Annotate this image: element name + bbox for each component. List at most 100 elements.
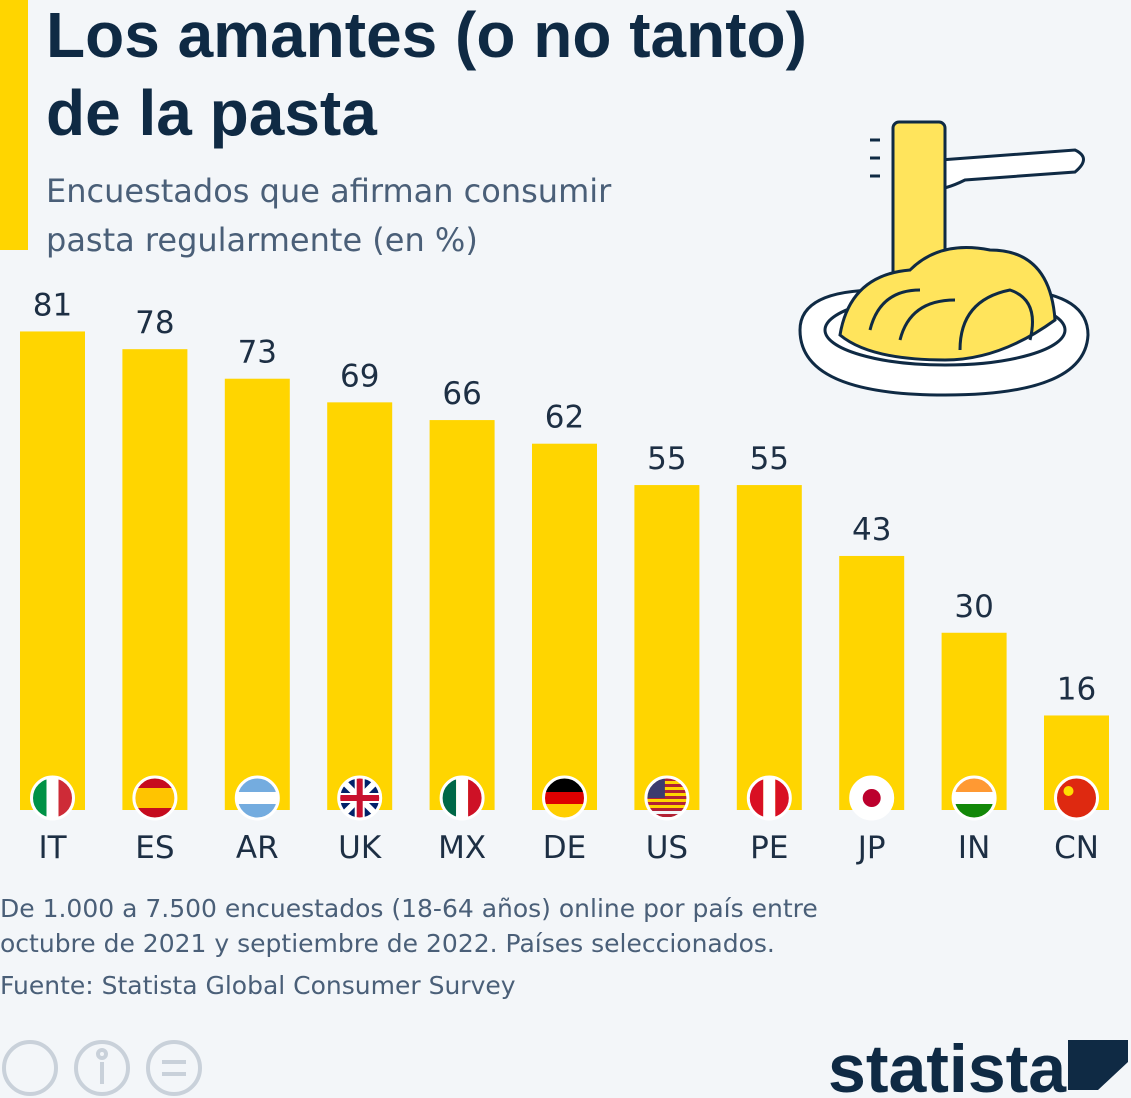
flag bbox=[439, 775, 485, 821]
flag bbox=[746, 775, 792, 821]
flag bbox=[849, 775, 895, 821]
value-label: 55 bbox=[750, 441, 789, 477]
flag-border bbox=[439, 775, 485, 821]
flag-part bbox=[544, 778, 585, 792]
flag-part bbox=[46, 778, 59, 818]
flag bbox=[951, 775, 997, 821]
flag-border bbox=[1054, 775, 1099, 821]
flag-part bbox=[646, 796, 687, 799]
x-tick-label: DE bbox=[543, 830, 586, 866]
source: Fuente: Statista Global Consumer Survey bbox=[0, 971, 516, 1000]
flag-part bbox=[1056, 778, 1097, 818]
flag-part bbox=[237, 778, 278, 792]
value-label: 55 bbox=[647, 441, 686, 477]
value-label: 43 bbox=[852, 512, 891, 548]
flag bbox=[337, 775, 383, 821]
flag-part bbox=[134, 778, 175, 788]
value-label: 69 bbox=[340, 358, 379, 394]
flag-border bbox=[132, 775, 178, 821]
x-tick-label: PE bbox=[750, 830, 788, 866]
license-icons bbox=[2, 1040, 202, 1096]
x-tick-label: IN bbox=[958, 830, 990, 866]
bar bbox=[839, 555, 905, 810]
flag-part bbox=[862, 789, 881, 807]
x-tick-label: AR bbox=[236, 830, 279, 866]
logo: statista bbox=[828, 1031, 1067, 1098]
accent-bar bbox=[0, 0, 28, 250]
pasta-illustration bbox=[798, 120, 1090, 397]
flag-shape bbox=[1056, 778, 1097, 818]
flag-part bbox=[763, 778, 776, 818]
flag-shape bbox=[32, 778, 73, 818]
flag-part bbox=[646, 790, 687, 793]
flag-shape bbox=[544, 778, 585, 818]
value-label: 30 bbox=[954, 589, 993, 625]
flag-part bbox=[442, 778, 457, 818]
flag-part bbox=[646, 778, 687, 781]
flag-part bbox=[237, 792, 278, 804]
value-label: 78 bbox=[135, 305, 174, 341]
title-line: Los amantes (o no tanto) bbox=[46, 0, 807, 71]
flag-part bbox=[58, 778, 73, 818]
flag-border bbox=[234, 775, 280, 821]
x-tick-label: ES bbox=[135, 830, 174, 866]
flag-border bbox=[746, 775, 792, 821]
note-line: De 1.000 a 7.500 encuestados (18-64 años… bbox=[0, 894, 818, 923]
flag-part bbox=[134, 808, 175, 818]
flag-part bbox=[646, 814, 687, 817]
flag-shape bbox=[851, 778, 892, 818]
flag-shape bbox=[954, 778, 995, 818]
plot: 81 IT 78 ES 73 AR 69 UK 66 MX 62 DE 55 US 55 PE 43 JP 30 IN… bbox=[20, 287, 1109, 866]
flag-shape bbox=[339, 778, 380, 818]
value-label: 66 bbox=[442, 376, 481, 412]
flag bbox=[644, 775, 690, 821]
x-tick-label: US bbox=[646, 830, 688, 866]
bar bbox=[736, 485, 802, 810]
flag-part bbox=[775, 778, 790, 818]
flag-border bbox=[337, 775, 383, 821]
logo-mark bbox=[1068, 1040, 1128, 1090]
flag-part bbox=[32, 778, 47, 818]
bar bbox=[224, 378, 290, 810]
subtitle-line: Encuestados que afirman consumir bbox=[46, 172, 612, 210]
value-label: 16 bbox=[1057, 671, 1096, 707]
x-tick-label: JP bbox=[856, 830, 886, 866]
flag-border bbox=[30, 775, 75, 821]
bar bbox=[122, 349, 188, 810]
flag-border bbox=[951, 775, 997, 821]
flag-part bbox=[544, 792, 585, 804]
x-tick-label: UK bbox=[338, 830, 382, 866]
bar bbox=[327, 402, 393, 810]
flag-part bbox=[646, 808, 687, 811]
flag-part bbox=[954, 778, 995, 792]
flag-border bbox=[644, 775, 690, 821]
value-label: 81 bbox=[33, 287, 72, 323]
flag-border bbox=[542, 775, 587, 821]
flag-part bbox=[356, 778, 363, 818]
flag-shape bbox=[749, 778, 790, 818]
flag bbox=[132, 775, 178, 821]
subtitle-line: pasta regularmente (en %) bbox=[46, 221, 478, 259]
x-tick-label: MX bbox=[438, 830, 486, 866]
flag-part bbox=[646, 802, 687, 805]
flag-part bbox=[456, 778, 469, 818]
x-tick-label: CN bbox=[1054, 830, 1099, 866]
flag-border bbox=[849, 775, 895, 821]
flag-shape bbox=[442, 778, 483, 818]
flag-part bbox=[1063, 786, 1074, 796]
flag-shape bbox=[237, 778, 278, 818]
flag-part bbox=[544, 804, 585, 818]
flag-part bbox=[749, 778, 764, 818]
flag-shape bbox=[134, 778, 175, 818]
note-line: octubre de 2021 y septiembre de 2022. Pa… bbox=[0, 929, 775, 958]
bar bbox=[532, 443, 597, 810]
bar bbox=[634, 485, 700, 810]
flag bbox=[30, 775, 75, 821]
flag bbox=[234, 775, 280, 821]
title-line: de la pasta bbox=[46, 77, 377, 149]
flag-shape bbox=[646, 778, 687, 817]
value-label: 73 bbox=[238, 335, 277, 371]
flag-part bbox=[954, 792, 995, 804]
flag bbox=[542, 775, 587, 821]
